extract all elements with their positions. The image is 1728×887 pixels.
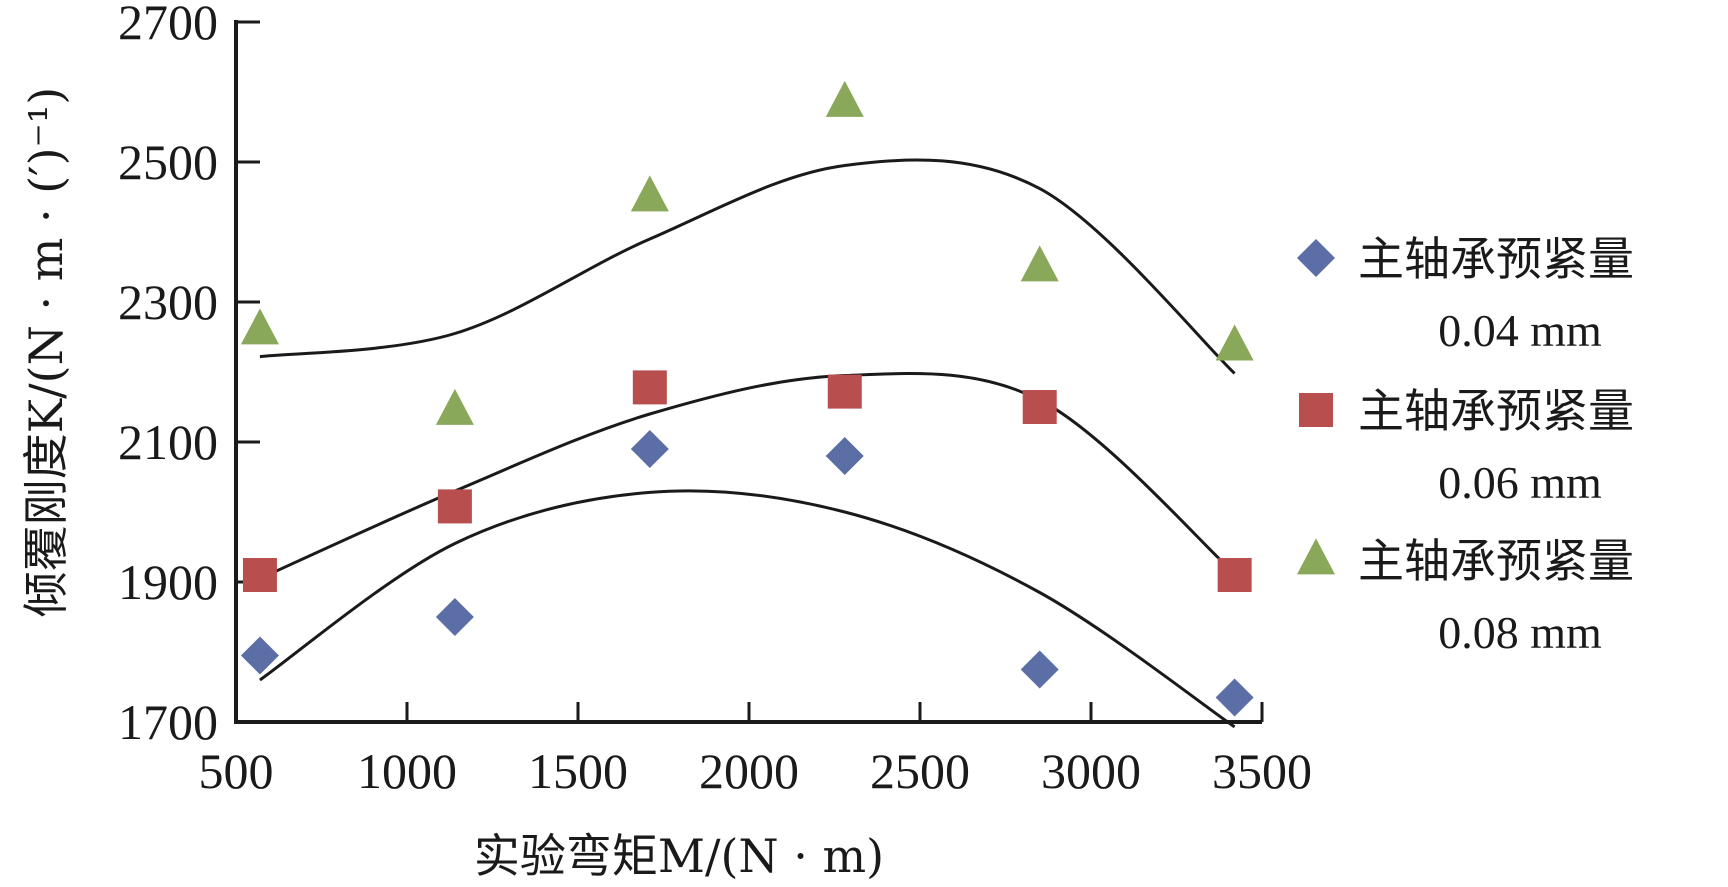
y-tick-label: 2100 <box>118 414 218 470</box>
legend-marker-2 <box>1299 393 1333 427</box>
y-tick-label: 2700 <box>118 0 218 50</box>
data-point-s3-2 <box>435 388 474 425</box>
y-tick-label: 1700 <box>118 694 218 750</box>
data-point-s3-6 <box>1215 324 1254 361</box>
y-axis-title: 倾覆刚度K/(N · m · (′)⁻¹) <box>19 87 73 617</box>
data-point-s1-4 <box>825 437 864 475</box>
data-point-s1-3 <box>630 430 669 468</box>
x-tick-label: 3000 <box>1041 743 1141 799</box>
legend-sublabel-2: 0.06 mm <box>1438 457 1602 508</box>
data-point-s2-1 <box>242 558 277 592</box>
trend-line-2 <box>259 371 1236 580</box>
y-tick-label: 2300 <box>118 274 218 330</box>
x-tick-label: 3500 <box>1212 743 1312 799</box>
legend-marker-3 <box>1297 538 1335 575</box>
x-tick-label: 500 <box>199 743 274 799</box>
legend-label-1: 主轴承预紧量 <box>1358 232 1634 286</box>
x-axis-title: 实验弯矩M/(N · m) <box>474 829 884 883</box>
data-point-s3-3 <box>630 175 669 212</box>
legend-sublabel-1: 0.04 mm <box>1438 305 1602 356</box>
axes <box>234 20 1262 724</box>
x-tick-label: 1000 <box>357 743 457 799</box>
y-tick-label: 2500 <box>118 134 218 190</box>
data-points <box>240 80 1254 717</box>
x-tick-label: 2500 <box>870 743 970 799</box>
data-point-s1-2 <box>435 598 474 636</box>
x-tick-label: 2000 <box>699 743 799 799</box>
data-point-s1-1 <box>240 636 279 675</box>
x-tick-label: 1500 <box>528 743 628 799</box>
data-point-s3-1 <box>240 308 279 345</box>
data-point-s3-5 <box>1020 245 1059 282</box>
data-point-s2-6 <box>1217 558 1252 592</box>
data-point-s2-3 <box>632 370 667 405</box>
y-axis-ticks: 1700 1900 2100 2300 2500 2700 <box>118 0 260 750</box>
legend-sublabel-3: 0.08 mm <box>1438 607 1602 658</box>
data-point-s1-5 <box>1020 650 1059 689</box>
trend-line-1 <box>259 489 1236 729</box>
legend-label-2: 主轴承预紧量 <box>1358 384 1634 438</box>
x-axis-ticks: 500 1000 1500 2000 2500 3000 3500 <box>199 702 1312 799</box>
y-tick-label: 1900 <box>118 554 218 610</box>
data-point-s2-4 <box>827 374 862 409</box>
legend: 主轴承预紧量 0.04 mm 主轴承预紧量 0.06 mm 主轴承预紧量 0.08 mm <box>1297 232 1634 658</box>
trend-line-3 <box>259 158 1236 375</box>
legend-label-3: 主轴承预紧量 <box>1358 534 1634 588</box>
legend-marker-1 <box>1297 239 1335 277</box>
data-point-s3-4 <box>825 80 864 117</box>
trend-lines <box>259 158 1236 729</box>
data-point-s1-6 <box>1215 678 1254 717</box>
data-point-s2-2 <box>437 489 472 524</box>
data-point-s2-5 <box>1022 390 1057 424</box>
